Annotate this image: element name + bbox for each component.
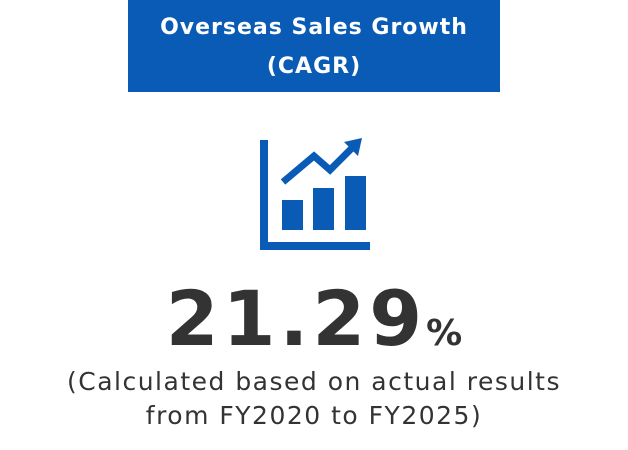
title-line: Overseas Sales Growth [160,15,468,40]
metric: 21.29% [166,274,462,363]
title-line: (CAGR) [267,54,361,79]
header-box [128,0,500,92]
metric-unit: % [426,313,462,354]
metric-value: 21.29 [166,274,426,363]
note-line: (Calculated based on actual results [67,367,561,396]
growth-icon [260,138,370,250]
note-line: from FY2020 to FY2025) [146,401,482,430]
